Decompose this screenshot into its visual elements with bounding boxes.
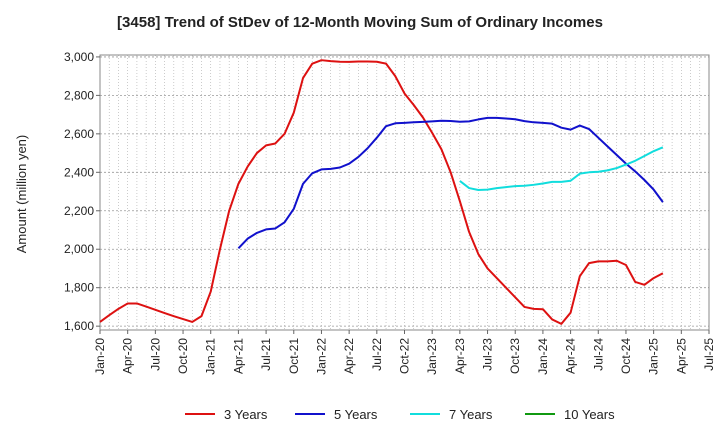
x-tick-label: Oct-24: [619, 338, 633, 374]
legend-label: 5 Years: [334, 407, 378, 422]
y-tick-label: 1,600: [64, 319, 94, 333]
x-tick-label: Jan-25: [647, 338, 661, 375]
y-tick-label: 2,000: [64, 242, 94, 256]
y-tick-label: 2,400: [64, 165, 94, 179]
legend-label: 10 Years: [564, 407, 615, 422]
y-tick-label: 1,800: [64, 281, 94, 295]
x-tick-label: Jan-23: [425, 338, 439, 375]
legend-label: 7 Years: [449, 407, 493, 422]
x-tick-label: Apr-24: [564, 338, 578, 374]
y-tick-labels: 1,600 1,800 2,000 2,200 2,400 2,600 2,800 3,000: [64, 50, 100, 333]
x-tick-label: Jan-22: [314, 338, 328, 375]
legend: 3 Years 5 Years 7 Years 10 Years: [185, 407, 615, 422]
x-tick-label: Apr-21: [231, 338, 245, 374]
series-lines: [99, 59, 664, 325]
x-tick-label: Oct-20: [176, 338, 190, 374]
x-tick-label: Apr-23: [453, 338, 467, 374]
x-tick-label: Jan-24: [536, 338, 550, 375]
grid-lines: [100, 55, 709, 330]
y-tick-label: 2,200: [64, 204, 94, 218]
x-tick-label: Apr-20: [121, 338, 135, 374]
y-tick-label: 2,600: [64, 127, 94, 141]
x-tick-label: Jul-24: [591, 338, 605, 371]
legend-label: 3 Years: [224, 407, 268, 422]
x-tick-label: Jul-20: [148, 338, 162, 371]
x-tick-label: Oct-23: [508, 338, 522, 374]
x-tick-label: Jul-25: [702, 338, 716, 371]
x-tick-label: Jul-23: [481, 338, 495, 371]
x-tick-label: Jan-21: [204, 338, 218, 375]
y-tick-label: 3,000: [64, 50, 94, 64]
plot-area: [99, 54, 710, 331]
x-tick-label: Apr-22: [342, 338, 356, 374]
x-tick-label: Jul-22: [370, 338, 384, 371]
series-line-3-years: [99, 59, 664, 325]
series-line-5-years: [237, 116, 664, 249]
x-tick-label: Oct-22: [398, 338, 412, 374]
y-tick-label: 2,800: [64, 88, 94, 102]
series-line-7-years: [459, 146, 664, 191]
x-tick-labels: Jan-20 Apr-20 Jul-20 Oct-20 Jan-21 Apr-21 Jul-…: [93, 330, 716, 375]
x-tick-label: Jul-21: [259, 338, 273, 371]
x-tick-label: Jan-20: [93, 338, 107, 375]
chart-title: [3458] Trend of StDev of 12-Month Moving…: [117, 14, 603, 31]
x-tick-label: Oct-21: [287, 338, 301, 374]
x-tick-label: Apr-25: [674, 338, 688, 374]
